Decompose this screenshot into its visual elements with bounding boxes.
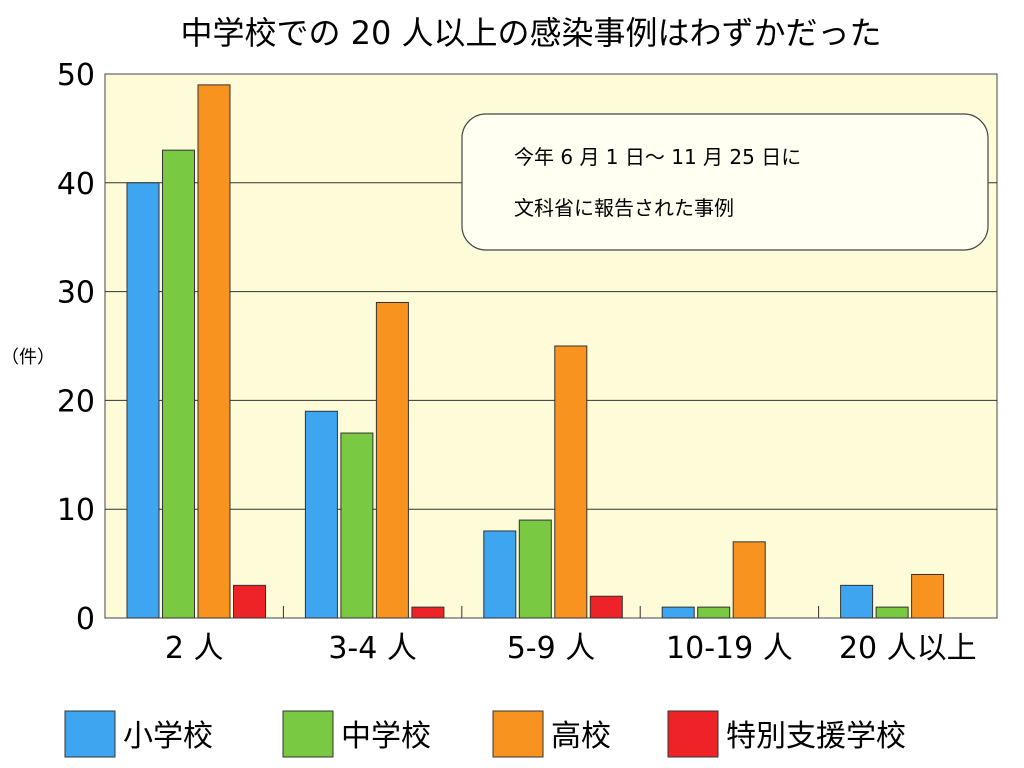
legend-label-2: 高校 <box>551 719 611 754</box>
bar-1-3 <box>411 606 445 619</box>
y-tick-label: 40 <box>57 167 95 202</box>
y-axis-ticks: 0 10 20 30 40 50 <box>57 58 95 637</box>
bar-0-3 <box>233 584 266 619</box>
legend-label-0: 小学校 <box>123 719 213 754</box>
x-tick-label: 3-4 人 <box>328 631 417 666</box>
x-tick-label: 5-9 人 <box>507 631 596 666</box>
legend-swatch-1 <box>282 710 334 758</box>
legend-label-3: 特別支援学校 <box>726 719 906 754</box>
bar-2-1 <box>518 519 552 619</box>
x-tick-label: 2 人 <box>165 631 224 666</box>
legend-swatch-0 <box>64 710 116 758</box>
y-axis-unit: （件） <box>1 347 55 368</box>
chart-title: 中学校での 20 人以上の感染事例はわずかだった <box>180 14 881 52</box>
bar-0-2 <box>197 84 231 619</box>
bar-4-0 <box>840 584 874 619</box>
x-axis-ticks: 2 人 3-4 人 5-9 人 10-19 人 20 人以上 <box>165 606 977 666</box>
bar-2-2 <box>554 345 588 619</box>
bar-4-1 <box>875 606 909 619</box>
annotation-line-1: 今年 6 月 1 日～ 11 月 25 日に <box>514 145 801 169</box>
y-tick-label: 10 <box>57 493 95 528</box>
y-tick-label: 20 <box>57 384 95 419</box>
bar-1-0 <box>304 410 338 619</box>
legend: 小学校 中学校 高校 特別支援学校 <box>64 710 906 758</box>
y-tick-label: 50 <box>57 58 95 93</box>
bar-3-2 <box>732 541 766 619</box>
bar-4-2 <box>911 573 945 619</box>
legend-swatch-3 <box>667 710 719 758</box>
bar-1-1 <box>340 432 374 619</box>
bar-3-0 <box>661 606 695 619</box>
bar-0-1 <box>162 149 195 619</box>
bar-1-2 <box>375 301 409 619</box>
bar-2-0 <box>483 530 517 619</box>
annotation-box: 今年 6 月 1 日～ 11 月 25 日に 文科省に報告された事例 <box>461 113 989 251</box>
x-tick-label: 10-19 人 <box>666 631 793 666</box>
annotation-line-2: 文科省に報告された事例 <box>514 196 734 220</box>
bar-2-3 <box>589 595 623 619</box>
legend-swatch-2 <box>492 710 544 758</box>
legend-label-1: 中学校 <box>341 719 431 754</box>
bar-0-0 <box>126 182 160 619</box>
x-tick-label: 20 人以上 <box>839 631 977 666</box>
y-tick-label: 30 <box>57 276 95 311</box>
bar-3-1 <box>697 606 731 619</box>
bars <box>126 84 945 619</box>
y-tick-label: 0 <box>76 602 95 637</box>
